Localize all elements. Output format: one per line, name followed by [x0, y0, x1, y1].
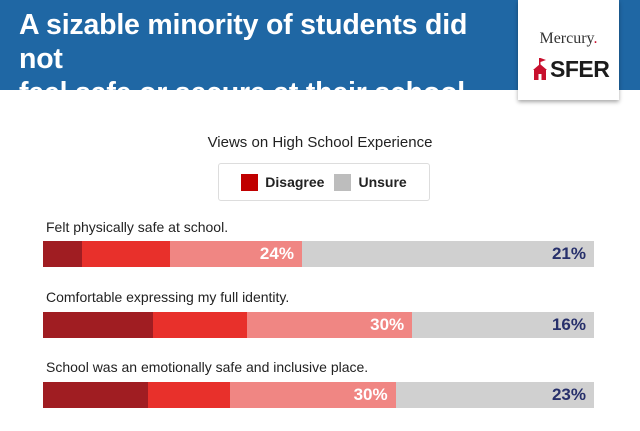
- legend-label-disagree: Disagree: [265, 174, 325, 190]
- sfer-logo: SFER: [532, 55, 610, 82]
- bar-emotionally-safe: 30% 23%: [43, 382, 594, 408]
- page-title-line-1: A sizable minority of students did not: [19, 9, 468, 75]
- data-label-unsure: 16%: [551, 315, 586, 334]
- row-label-physically-safe: Felt physically safe at school.: [46, 219, 229, 235]
- data-label-unsure: 23%: [551, 385, 586, 404]
- mercury-logo-text: Mercury: [539, 30, 594, 47]
- bar-segment-somewhat-disagree: 30%: [246, 312, 413, 338]
- legend-swatch-unsure: [334, 173, 352, 191]
- legend-swatch-disagree: [241, 173, 259, 191]
- data-label-disagree: 24%: [259, 244, 294, 263]
- bar-segment-strongly-disagree: [43, 241, 82, 267]
- bar-segment-disagree: [147, 382, 231, 408]
- bar-segment-unsure: 21%: [301, 241, 594, 267]
- bar-segment-disagree: [153, 312, 247, 338]
- row-label-full-identity: Comfortable expressing my full identity.: [46, 289, 290, 305]
- bar-segment-somewhat-disagree: 30%: [230, 382, 396, 408]
- chart-title: Views on High School Experience: [207, 134, 433, 151]
- page-title: A sizable minority of students did not f…: [19, 8, 509, 110]
- bar-full-identity: 30% 16%: [43, 312, 594, 338]
- mercury-logo: Mercury.: [518, 30, 619, 48]
- data-label-disagree: 30%: [370, 315, 405, 334]
- bar-physically-safe: 24% 21%: [43, 241, 594, 267]
- chart-legend: Disagree Unsure: [218, 163, 430, 201]
- legend-item-disagree: Disagree: [241, 173, 325, 191]
- logo-card: Mercury. SFER: [518, 0, 619, 100]
- data-label-disagree: 30%: [353, 385, 388, 404]
- data-label-unsure: 21%: [551, 244, 586, 263]
- bar-segment-disagree: [81, 241, 170, 267]
- mercury-logo-dot: .: [593, 30, 598, 47]
- page-title-line-2: feel safe or secure at their school.: [19, 77, 473, 109]
- row-label-emotionally-safe: School was an emotionally safe and inclu…: [46, 359, 369, 375]
- bar-segment-strongly-disagree: [43, 312, 154, 338]
- schoolhouse-icon: [533, 58, 547, 80]
- bar-segment-unsure: 16%: [412, 312, 594, 338]
- legend-item-unsure: Unsure: [334, 173, 407, 191]
- sfer-logo-text: SFER: [550, 55, 610, 82]
- legend-label-unsure: Unsure: [358, 174, 407, 190]
- bar-segment-unsure: 23%: [395, 382, 594, 408]
- bar-segment-strongly-disagree: [43, 382, 148, 408]
- bar-segment-somewhat-disagree: 24%: [169, 241, 302, 267]
